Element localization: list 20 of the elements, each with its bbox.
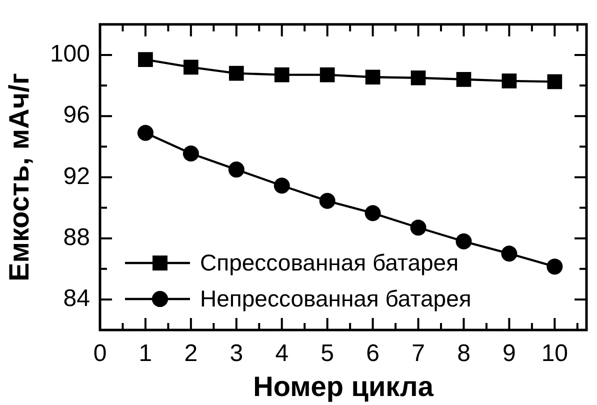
y-tick-label: 88: [63, 224, 90, 251]
y-tick-label: 100: [50, 40, 90, 68]
x-tick-label: 10: [541, 340, 568, 368]
x-tick-label: 7: [412, 340, 425, 368]
x-tick-label: 5: [320, 340, 334, 368]
x-tick-label: 4: [275, 340, 289, 368]
x-tick-label: 2: [184, 340, 198, 368]
x-tick-label: 8: [457, 340, 470, 368]
x-tick-label: 9: [502, 340, 516, 368]
x-tick-label: 6: [366, 340, 380, 368]
y-tick-label: 96: [63, 102, 90, 129]
x-tick-label: 1: [138, 340, 152, 368]
x-axis-title: Номер цикла: [253, 370, 434, 402]
y-axis-title: Емкость, мАч/г: [4, 72, 35, 282]
y-tick-label: 84: [63, 285, 90, 312]
legend-label: Спрессованная батарея: [200, 249, 459, 276]
x-tick-label: 3: [230, 340, 244, 368]
y-tick-label: 92: [63, 162, 90, 190]
legend-label: Непрессованная батарея: [200, 285, 472, 312]
x-tick-label: 0: [93, 340, 107, 368]
